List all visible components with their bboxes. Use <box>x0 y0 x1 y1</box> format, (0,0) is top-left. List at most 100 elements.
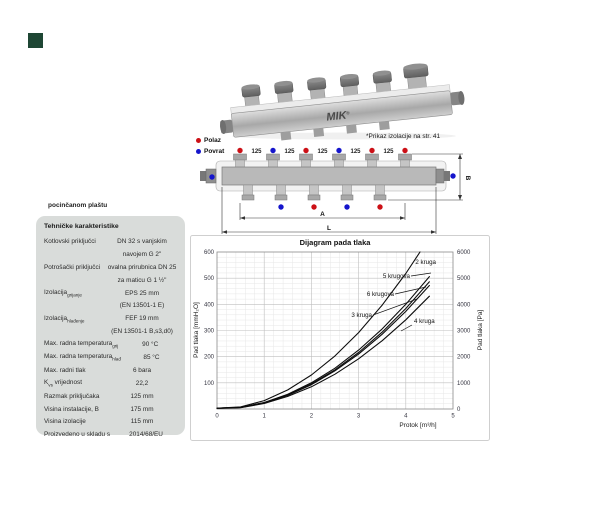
x-tick-label: 0 <box>215 414 219 420</box>
y-tick-right-label: 3000 <box>457 329 471 335</box>
spec-value: 125 mm <box>130 392 154 400</box>
spec-row: Max. radni tlak 6 bara <box>36 364 185 377</box>
spec-row: Visina instalacije, B 175 mm <box>36 403 185 416</box>
spec-label: Visina instalacije, B <box>44 405 99 413</box>
top-connection-dot <box>369 147 375 154</box>
top-connection-dot <box>237 147 243 154</box>
spec-label: Kotlovski priključci <box>44 237 96 245</box>
legend: Polaz Povrat <box>196 135 224 157</box>
y-tick-right-label: 0 <box>457 407 461 413</box>
x-tick-label: 4 <box>404 414 408 420</box>
spec-value: DN 32 s vanjskim <box>117 237 167 245</box>
spec-value: 115 mm <box>130 418 154 426</box>
y-tick-left-label: 200 <box>204 355 215 361</box>
spec-row: Kvs vrijednost 22,2 <box>36 377 185 390</box>
spec-label: Proizvedeno u skladu s <box>44 431 111 439</box>
bottom-connection-dot <box>377 204 383 210</box>
brand-logo: MIK® <box>326 109 351 123</box>
y-tick-left-label: 300 <box>204 329 215 335</box>
series-label: 2 kruga <box>415 259 436 266</box>
spacing-label: 125 <box>284 149 295 155</box>
legend-dot <box>196 149 201 154</box>
legend-dot <box>196 138 201 143</box>
series-label-leader <box>400 324 413 332</box>
top-ports <box>233 153 412 169</box>
chart-title: Dijagram pada tlaka <box>300 238 372 247</box>
manifold-body <box>221 166 437 186</box>
spec-label: Izolacijagrijanje <box>44 288 82 298</box>
spec-row: (EN 13501-1 E) <box>36 299 185 312</box>
bottom-connection-dot <box>344 204 350 210</box>
dim-l-label: L <box>327 225 331 232</box>
spec-value: 2014/68/EU <box>129 431 163 439</box>
y-tick-left-label: 400 <box>204 302 215 308</box>
spec-value: 175 mm <box>130 405 154 413</box>
series-label-leader <box>410 272 432 277</box>
spec-value: 90 °C <box>142 341 159 349</box>
spec-row: Izolacijahlađenje FEF 19 mm <box>36 312 185 325</box>
top-connection-dot <box>336 147 342 154</box>
spec-value: 6 bara <box>132 366 152 374</box>
side-connection-dot <box>450 173 456 179</box>
y-tick-left-label: 100 <box>204 381 215 387</box>
x-tick-label: 3 <box>357 414 361 420</box>
page-corner-marker <box>28 33 43 48</box>
spec-value: 85 °C <box>143 353 160 361</box>
spec-value: (EN 13501-1 B,s3,d0) <box>111 328 173 336</box>
y-tick-right-label: 6000 <box>457 250 471 256</box>
y-axis-label-right: Pad tlaka [Pa] <box>477 310 484 351</box>
legend-label: Povrat <box>204 148 225 155</box>
spec-value: EPS 25 mm <box>124 289 160 297</box>
spec-row: Visina izolacije 115 mm <box>36 415 185 428</box>
dim-b-label: B <box>464 176 471 181</box>
dimension-lines <box>221 153 463 234</box>
bottom-connection-dot <box>311 204 317 210</box>
spec-row: Razmak priključaka 125 mm <box>36 390 185 403</box>
top-ports-3d <box>241 63 429 108</box>
manifold-3d-render: MIK® <box>220 63 465 141</box>
bottom-connection-dot <box>278 204 284 210</box>
bottom-ports <box>241 184 387 201</box>
y-tick-left-label: 500 <box>204 276 215 282</box>
spec-label: Visina izolacije <box>44 418 86 426</box>
x-tick-label: 2 <box>310 414 314 420</box>
pressure-drop-chart: 0 1 2 3 4 51002003004005006000100020003000400… <box>190 235 490 441</box>
series-label: 4 kruga <box>414 318 435 325</box>
x-tick-label: 1 <box>263 414 267 420</box>
manifold-body-3d: MIK® <box>220 63 465 141</box>
spacing-label: 125 <box>350 149 361 155</box>
y-tick-right-label: 5000 <box>457 276 471 282</box>
spec-row: za maticu G 1 ½" <box>36 274 185 287</box>
spec-row: (EN 13501-1 B,s3,d0) <box>36 325 185 338</box>
spec-label: Kvs vrijednost <box>44 379 82 388</box>
side-connection-dot <box>209 174 215 180</box>
series-label-leader <box>394 286 427 295</box>
spec-label: Max. radna temperaturagrij <box>44 340 119 349</box>
spec-row: Proizvedeno u skladu s 2014/68/EU <box>36 428 185 441</box>
spacing-label: 125 <box>317 149 328 155</box>
top-connection-dot <box>402 147 408 154</box>
spec-label: Max. radni tlak <box>44 366 86 374</box>
spec-value: za maticu G 1 ½" <box>117 276 167 284</box>
spec-rows: Kotlovski priključci DN 32 s vanjskim navo… <box>36 235 185 441</box>
insulation-note: *Prikaz izolacije na str. 41 <box>366 133 441 140</box>
legend-item: Povrat <box>196 146 224 157</box>
y-tick-right-label: 2000 <box>457 355 471 361</box>
spec-table-title: Tehničke karakteristike <box>44 223 119 230</box>
intro-text: pocinčanom plaštu <box>48 202 108 209</box>
bottom-stubs-3d <box>280 121 390 141</box>
dimension-arrows <box>222 154 462 234</box>
dim-a-label: A <box>320 211 325 218</box>
series-label-leader <box>372 298 418 316</box>
technical-drawing: 125 125 125 125 125 AL B <box>200 147 471 234</box>
plot-border <box>216 251 454 410</box>
spec-label: Potrošački priključci <box>44 263 101 271</box>
y-tick-left-label: 600 <box>204 250 215 256</box>
spec-label: Razmak priključaka <box>44 392 100 400</box>
spacing-label: 125 <box>251 149 262 155</box>
chart-frame <box>190 235 490 441</box>
series-line <box>216 295 430 410</box>
top-connection-dot <box>270 147 276 154</box>
series-label: 3 kruga <box>351 312 372 319</box>
